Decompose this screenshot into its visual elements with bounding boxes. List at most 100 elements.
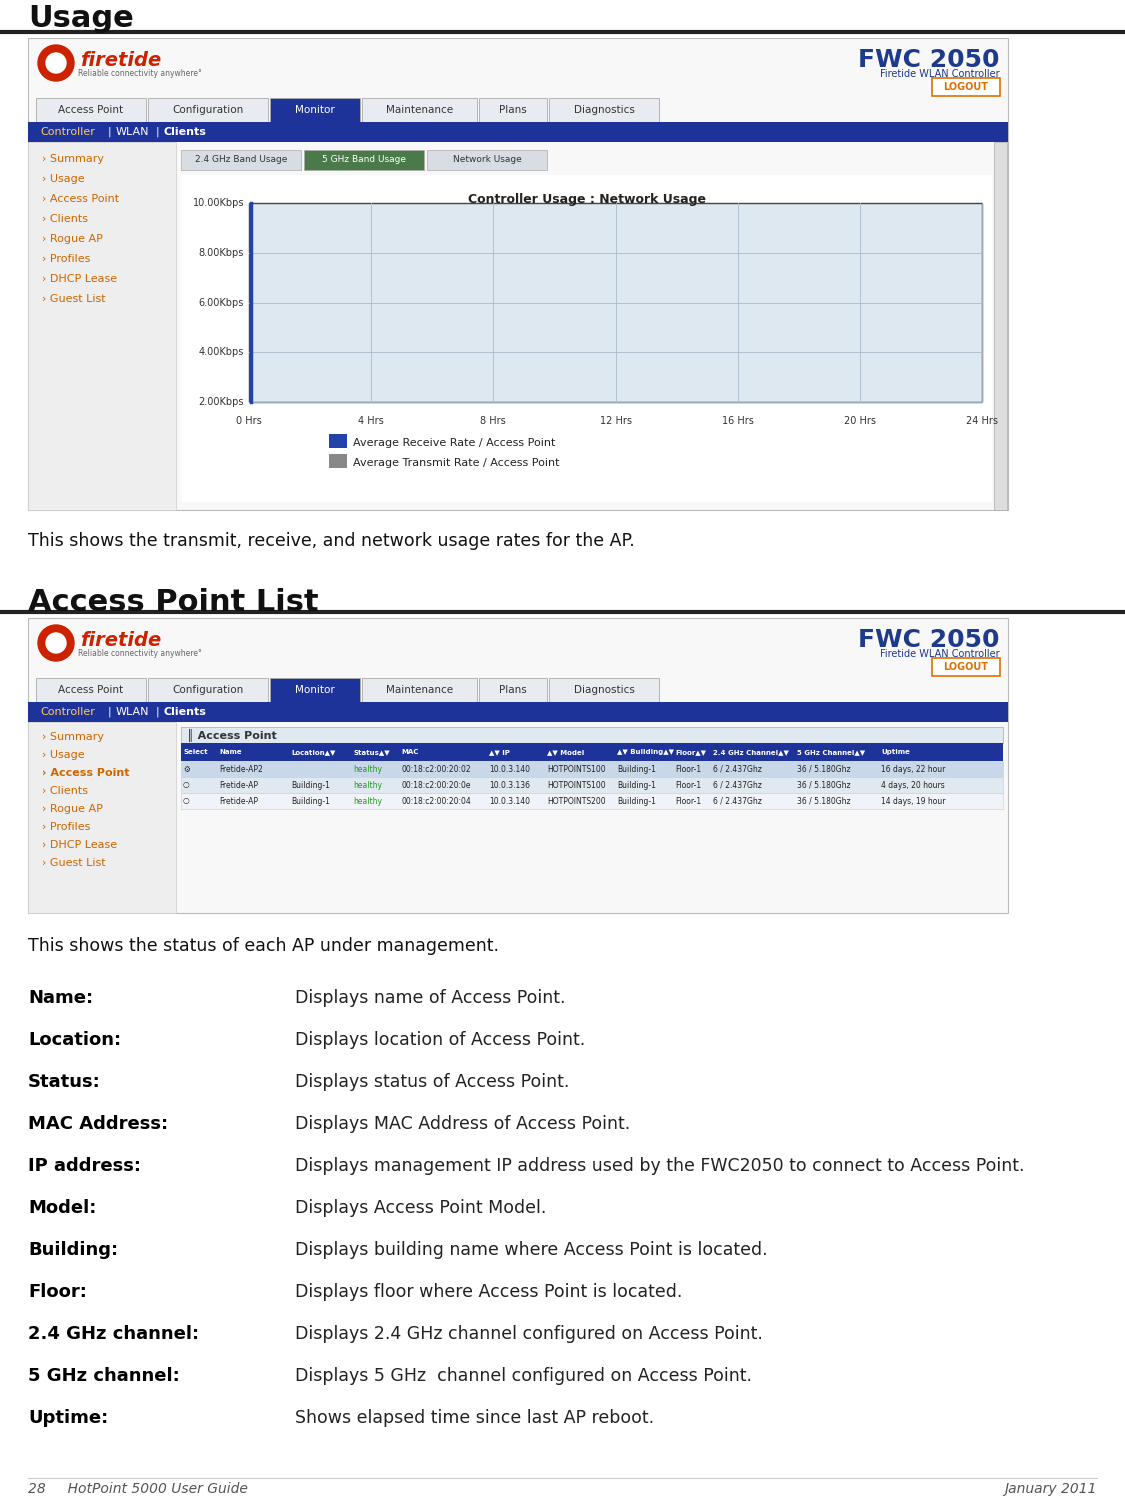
Text: 00:18:c2:00:20:04: 00:18:c2:00:20:04 (400, 797, 470, 806)
Text: 2.00Kbps: 2.00Kbps (198, 397, 244, 407)
Text: Reliable connectivity anywhere°: Reliable connectivity anywhere° (78, 649, 201, 658)
Text: Access Point: Access Point (58, 685, 124, 694)
Text: Model:: Model: (28, 1199, 97, 1217)
Text: Displays 5 GHz  channel configured on Access Point.: Displays 5 GHz channel configured on Acc… (295, 1368, 752, 1384)
Circle shape (38, 625, 74, 661)
Text: Status▲▼: Status▲▼ (353, 748, 389, 755)
Bar (362, 98, 477, 122)
Text: |: | (156, 126, 160, 137)
Text: 2.4 GHz channel:: 2.4 GHz channel: (28, 1326, 199, 1344)
Bar (181, 761, 1004, 777)
Text: MAC: MAC (400, 748, 418, 755)
Bar (328, 454, 346, 467)
Bar (549, 98, 659, 122)
Text: |: | (108, 706, 111, 717)
Text: HOTPOINTS200: HOTPOINTS200 (547, 797, 605, 806)
Text: Building-1: Building-1 (616, 780, 656, 789)
Text: Average Receive Rate / Access Point: Average Receive Rate / Access Point (353, 437, 556, 448)
Text: 8.00Kbps: 8.00Kbps (199, 248, 244, 257)
Text: Building-1: Building-1 (616, 797, 656, 806)
Text: Floor-1: Floor-1 (675, 797, 701, 806)
Bar (28, 618, 1008, 912)
Text: HOTPOINTS100: HOTPOINTS100 (547, 780, 605, 789)
Text: 36 / 5.180Ghz: 36 / 5.180Ghz (796, 797, 850, 806)
Text: Controller: Controller (40, 126, 94, 137)
Text: Maintenance: Maintenance (386, 105, 453, 116)
Text: Floor-1: Floor-1 (675, 780, 701, 789)
Text: Usage: Usage (28, 5, 134, 33)
Bar (994, 141, 1007, 510)
Text: 0 Hrs: 0 Hrs (236, 416, 262, 425)
Text: 10.0.3.140: 10.0.3.140 (489, 797, 530, 806)
Bar (249, 203, 982, 401)
Text: Displays 2.4 GHz channel configured on Access Point.: Displays 2.4 GHz channel configured on A… (295, 1326, 763, 1344)
Text: 6 / 2.437Ghz: 6 / 2.437Ghz (713, 780, 762, 789)
Bar (181, 150, 302, 170)
Bar (181, 727, 1004, 742)
Text: Configuration: Configuration (172, 685, 244, 694)
Text: ▲▼ Model: ▲▼ Model (547, 748, 584, 755)
Text: › Access Point: › Access Point (42, 194, 119, 204)
Text: firetide: firetide (80, 51, 161, 71)
Text: |: | (156, 706, 160, 717)
Bar (932, 658, 1000, 676)
Text: 6 / 2.437Ghz: 6 / 2.437Ghz (713, 765, 762, 774)
Text: › Usage: › Usage (42, 174, 84, 183)
Text: Fretide-AP2: Fretide-AP2 (219, 765, 263, 774)
Text: IP address:: IP address: (28, 1157, 141, 1175)
Text: 10.0.3.136: 10.0.3.136 (489, 780, 530, 789)
Text: Building-1: Building-1 (291, 780, 330, 789)
Text: Access Point List: Access Point List (28, 588, 318, 618)
Text: Building-1: Building-1 (616, 765, 656, 774)
Bar (181, 174, 992, 502)
Text: Reliable connectivity anywhere°: Reliable connectivity anywhere° (78, 69, 201, 78)
Text: healthy: healthy (353, 780, 382, 789)
Text: WLAN: WLAN (116, 126, 150, 137)
Text: 16 days, 22 hour: 16 days, 22 hour (881, 765, 945, 774)
Text: Floor-1: Floor-1 (675, 765, 701, 774)
Text: 24 Hrs: 24 Hrs (966, 416, 998, 425)
Text: 2.4 GHz Band Usage: 2.4 GHz Band Usage (195, 155, 287, 164)
Text: ▲▼ Building▲▼: ▲▼ Building▲▼ (616, 748, 674, 755)
Text: 14 days, 19 hour: 14 days, 19 hour (881, 797, 945, 806)
Text: 36 / 5.180Ghz: 36 / 5.180Ghz (796, 780, 850, 789)
Bar (479, 678, 547, 702)
Text: ○: ○ (183, 797, 190, 806)
Text: 4.00Kbps: 4.00Kbps (199, 347, 244, 358)
Text: › Usage: › Usage (42, 750, 84, 761)
Text: Displays status of Access Point.: Displays status of Access Point. (295, 1073, 569, 1091)
Bar (181, 777, 1004, 794)
Text: Monitor: Monitor (295, 685, 335, 694)
Circle shape (38, 45, 74, 81)
Bar (328, 434, 346, 448)
Text: Floor▲▼: Floor▲▼ (675, 748, 706, 755)
Text: Status:: Status: (28, 1073, 101, 1091)
Text: › Clients: › Clients (42, 213, 88, 224)
Bar (304, 150, 424, 170)
Text: 10.00Kbps: 10.00Kbps (192, 198, 244, 207)
Text: Displays Access Point Model.: Displays Access Point Model. (295, 1199, 547, 1217)
Text: This shows the transmit, receive, and network usage rates for the AP.: This shows the transmit, receive, and ne… (28, 532, 634, 550)
Bar (362, 678, 477, 702)
Bar (28, 141, 176, 510)
Text: 00:18:c2:00:20:0e: 00:18:c2:00:20:0e (400, 780, 470, 789)
Text: › Guest List: › Guest List (42, 295, 106, 304)
Text: Fretide-AP: Fretide-AP (219, 780, 258, 789)
Text: |: | (108, 126, 111, 137)
Bar (932, 78, 1000, 96)
Text: Location:: Location: (28, 1031, 121, 1049)
Text: healthy: healthy (353, 765, 382, 774)
Text: 28     HotPoint 5000 User Guide: 28 HotPoint 5000 User Guide (28, 1482, 248, 1495)
Text: Displays management IP address used by the FWC2050 to connect to Access Point.: Displays management IP address used by t… (295, 1157, 1025, 1175)
Bar (428, 150, 547, 170)
Text: Clients: Clients (164, 126, 207, 137)
Text: MAC Address:: MAC Address: (28, 1115, 168, 1133)
Circle shape (46, 53, 66, 74)
Text: Fretide-AP: Fretide-AP (219, 797, 258, 806)
Bar (36, 98, 146, 122)
Bar (181, 794, 1004, 809)
Text: LOGOUT: LOGOUT (944, 83, 989, 92)
Text: 20 Hrs: 20 Hrs (844, 416, 876, 425)
Bar (148, 678, 268, 702)
Text: Building:: Building: (28, 1241, 118, 1260)
